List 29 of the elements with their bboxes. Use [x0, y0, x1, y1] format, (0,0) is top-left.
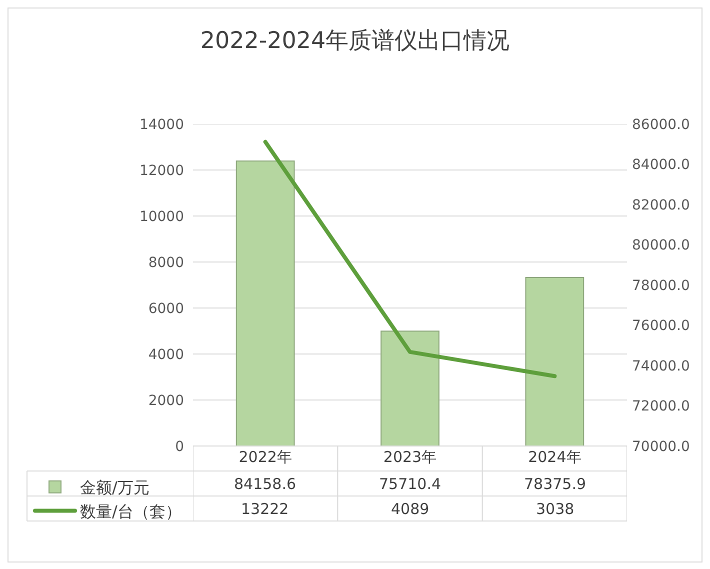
- y-tick-label: 6000: [148, 300, 184, 317]
- data-label: 84158.6: [234, 475, 296, 493]
- y-tick-label: 10000: [139, 208, 184, 225]
- data-label: 13222: [241, 500, 289, 518]
- x-tick-label: 2022年: [238, 448, 292, 466]
- data-label: 3038: [536, 500, 574, 518]
- y2-tick-label: 72000.0: [632, 398, 690, 415]
- y-tick-label: 4000: [148, 346, 184, 363]
- y2-tick-label: 86000.0: [632, 116, 690, 133]
- x-tick-label: 2023年: [383, 448, 437, 466]
- y-tick-label: 0: [175, 438, 184, 455]
- legend-label: 金额/万元: [80, 478, 150, 498]
- y-tick-label: 2000: [148, 392, 184, 409]
- y-tick-label: 8000: [148, 254, 184, 271]
- chart-title: 2022-2024年质谱仪出口情况: [200, 28, 510, 54]
- y2-tick-label: 84000.0: [632, 157, 690, 174]
- y2-tick-label: 76000.0: [632, 318, 690, 334]
- legend-label: 数量/台（套）: [80, 502, 182, 521]
- x-tick-label: 2024年: [528, 448, 582, 466]
- y2-tick-label: 74000.0: [632, 358, 690, 374]
- y-tick-label: 14000: [139, 116, 184, 133]
- y2-tick-label: 80000.0: [632, 238, 690, 254]
- data-label: 78375.9: [524, 475, 586, 493]
- y-tick-label: 12000: [139, 162, 184, 179]
- data-label: 75710.4: [379, 475, 442, 493]
- y2-tick-label: 78000.0: [632, 278, 690, 294]
- y2-tick-label: 70000.0: [632, 438, 690, 455]
- data-label: 4089: [391, 500, 430, 518]
- y2-tick-label: 82000.0: [632, 197, 690, 214]
